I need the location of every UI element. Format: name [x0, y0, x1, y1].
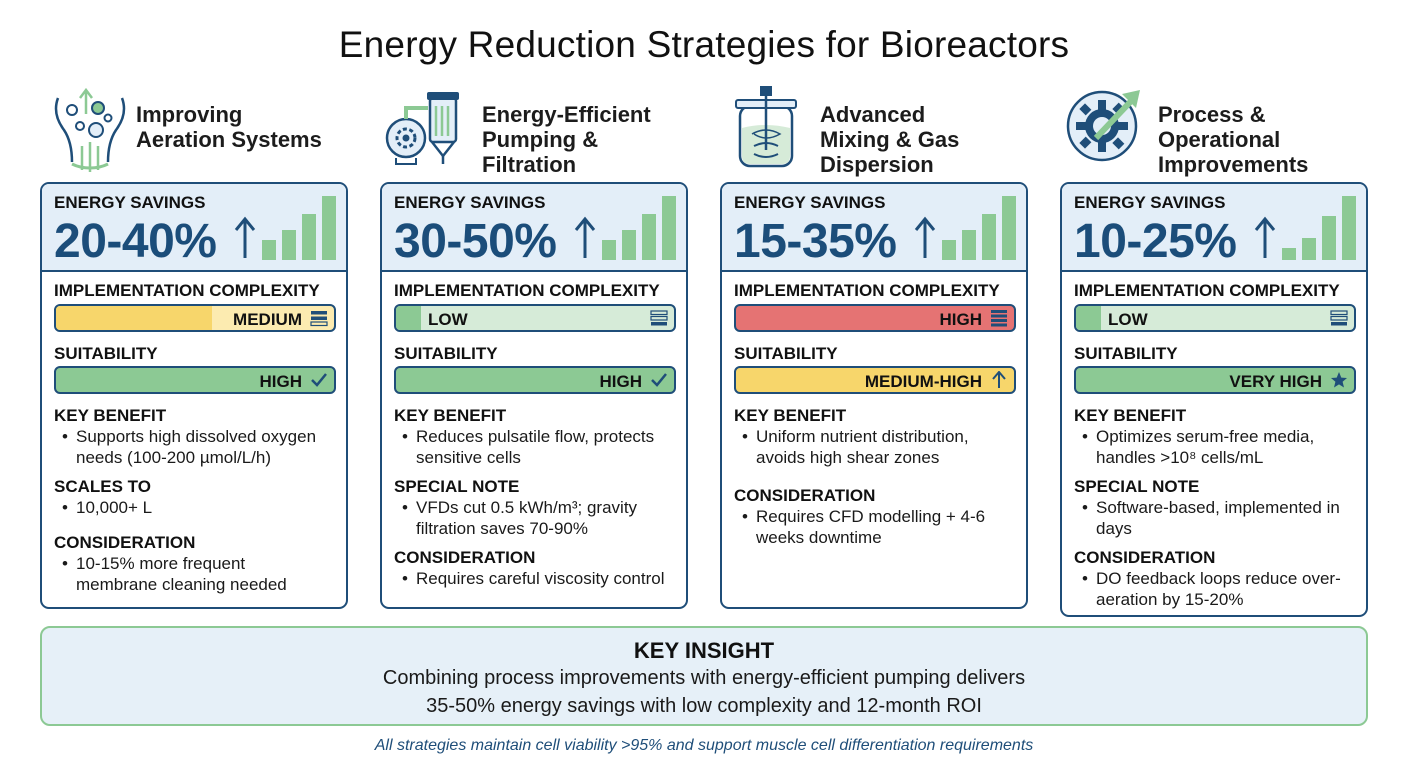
complexity-pill: LOW: [1074, 304, 1356, 332]
energy-savings-value: 15-35%: [734, 215, 897, 268]
section-heading: SCALES TO: [54, 477, 151, 496]
section-bullet: • 10,000+ L: [62, 498, 153, 517]
section-bullet: • Supports high dissolved oxygen needs (1…: [62, 427, 317, 467]
section-bullet: • 10-15% more frequent membrane cleaning …: [62, 554, 287, 594]
section-bullet: • Uniform nutrient distribution, avoids h…: [742, 427, 969, 467]
section-heading: KEY BENEFIT: [1074, 406, 1187, 425]
energy-savings-panel: ENERGY SAVINGS 15-35%: [722, 184, 1026, 272]
strategy-header-pumping: Energy-Efficient Pumping & Filtration: [384, 84, 694, 177]
key-insight-line: 35-50% energy savings with low complexit…: [426, 695, 982, 717]
strategy-card-mixing: ENERGY SAVINGS 15-35% IMPLEMENTATION COM…: [720, 182, 1028, 609]
suitability-label: SUITABILITY: [394, 344, 498, 363]
bar-chart-icon: [262, 196, 336, 260]
complexity-fill: [56, 306, 212, 330]
energy-savings-value: 10-25%: [1074, 215, 1237, 268]
energy-savings-value: 20-40%: [54, 215, 217, 268]
key-insight-line: Combining process improvements with ener…: [382, 667, 1026, 689]
complexity-value: HIGH: [939, 310, 983, 329]
complexity-label: IMPLEMENTATION COMPLEXITY: [54, 281, 320, 300]
energy-savings-label: ENERGY SAVINGS: [734, 193, 886, 212]
section-heading: KEY BENEFIT: [394, 406, 507, 425]
key-insight-heading: KEY INSIGHT: [633, 638, 775, 663]
up-arrow-icon: [234, 216, 256, 258]
complexity-pill: LOW: [394, 304, 676, 332]
section-heading: CONSIDERATION: [394, 548, 536, 567]
section-heading: CONSIDERATION: [54, 533, 196, 552]
energy-savings-panel: ENERGY SAVINGS 10-25%: [1062, 184, 1366, 272]
checkmark-icon: [651, 373, 667, 387]
suitability-value: VERY HIGH: [1229, 372, 1322, 391]
complexity-value: MEDIUM: [233, 310, 302, 329]
stack-icon: [991, 310, 1007, 327]
suitability-label: SUITABILITY: [54, 344, 158, 363]
stack-icon: [650, 310, 668, 326]
checkmark-icon: [311, 373, 327, 387]
section-bullet: • DO feedback loops reduce over-aeration …: [1082, 569, 1341, 609]
complexity-label: IMPLEMENTATION COMPLEXITY: [734, 281, 1000, 300]
section-bullet: • Reduces pulsatile flow, protects sensit…: [402, 427, 655, 467]
up-arrow-icon: [914, 216, 936, 258]
up-arrow-icon: [1254, 216, 1276, 258]
complexity-label: IMPLEMENTATION COMPLEXITY: [1074, 281, 1340, 300]
strategy-header-aeration: Improving Aeration Systems: [50, 84, 340, 174]
suitability-label: SUITABILITY: [1074, 344, 1178, 363]
mixing-vessel-icon: [735, 86, 797, 168]
complexity-value: LOW: [428, 310, 468, 329]
section-heading: SPECIAL NOTE: [1074, 477, 1200, 496]
bar-chart-icon: [1282, 196, 1356, 260]
strategy-card-process: ENERGY SAVINGS 10-25% IMPLEMENTATION COM…: [1060, 182, 1368, 617]
energy-savings-label: ENERGY SAVINGS: [1074, 193, 1226, 212]
section-heading: CONSIDERATION: [1074, 548, 1216, 567]
gear-arrow-icon: [1066, 90, 1140, 162]
strategy-card-pumping: ENERGY SAVINGS 30-50% IMPLEMENTATION COM…: [380, 182, 688, 609]
section-heading: CONSIDERATION: [734, 486, 876, 505]
aeration-bubbles-icon: [54, 87, 126, 172]
complexity-pill: MEDIUM: [54, 304, 336, 332]
strategy-title: Process & Operational Improvements: [1158, 102, 1309, 177]
strategy-header-mixing: Advanced Mixing & Gas Dispersion: [732, 84, 1002, 177]
stack-icon: [310, 311, 328, 327]
energy-savings-panel: ENERGY SAVINGS 20-40%: [42, 184, 346, 272]
suitability-value: HIGH: [599, 372, 643, 391]
section-heading: KEY BENEFIT: [734, 406, 847, 425]
suitability-pill: MEDIUM-HIGH: [734, 366, 1016, 394]
suitability-pill: VERY HIGH: [1074, 366, 1356, 394]
section-bullet: • VFDs cut 0.5 kWh/m³; gravity filtration…: [402, 498, 638, 538]
stack-icon: [1330, 310, 1348, 326]
pump-filter-icon: [385, 92, 459, 165]
page-title: Energy Reduction Strategies for Bioreact…: [338, 24, 1070, 65]
strategy-card-aeration: ENERGY SAVINGS 20-40% IMPLEMENTATION COM…: [40, 182, 348, 609]
section-heading: SPECIAL NOTE: [394, 477, 520, 496]
section-bullet: • Software-based, implemented in days: [1082, 498, 1340, 538]
section-bullet: • Requires careful viscosity control: [402, 569, 665, 588]
suitability-pill: HIGH: [54, 366, 336, 394]
section-bullet: • Optimizes serum-free media, handles >10…: [1082, 427, 1315, 467]
bar-chart-icon: [942, 196, 1016, 260]
up-arrow-icon: [992, 371, 1006, 388]
key-insight-panel: KEY INSIGHT Combining process improvemen…: [40, 626, 1368, 726]
strategy-title: Advanced Mixing & Gas Dispersion: [820, 102, 960, 177]
suitability-label: SUITABILITY: [734, 344, 838, 363]
energy-savings-panel: ENERGY SAVINGS 30-50%: [382, 184, 686, 272]
section-heading: KEY BENEFIT: [54, 406, 167, 425]
suitability-value: MEDIUM-HIGH: [864, 372, 982, 391]
complexity-value: LOW: [1108, 310, 1148, 329]
energy-savings-label: ENERGY SAVINGS: [54, 193, 206, 212]
strategy-header-process: Process & Operational Improvements: [1066, 84, 1386, 177]
strategy-title: Energy-Efficient Pumping & Filtration: [482, 102, 651, 177]
complexity-pill: HIGH: [734, 304, 1016, 332]
strategy-title: Improving Aeration Systems: [136, 102, 322, 152]
up-arrow-icon: [574, 216, 596, 258]
suitability-value: HIGH: [259, 372, 303, 391]
suitability-pill: HIGH: [394, 366, 676, 394]
complexity-label: IMPLEMENTATION COMPLEXITY: [394, 281, 660, 300]
complexity-fill: [396, 306, 422, 330]
energy-savings-label: ENERGY SAVINGS: [394, 193, 546, 212]
star-icon: [1331, 372, 1347, 388]
section-bullet: • Requires CFD modelling + 4-6 weeks down…: [742, 507, 986, 547]
energy-savings-value: 30-50%: [394, 215, 557, 268]
complexity-fill: [1076, 306, 1102, 330]
bar-chart-icon: [602, 196, 676, 260]
footer-note: All strategies maintain cell viability >…: [374, 737, 1034, 754]
